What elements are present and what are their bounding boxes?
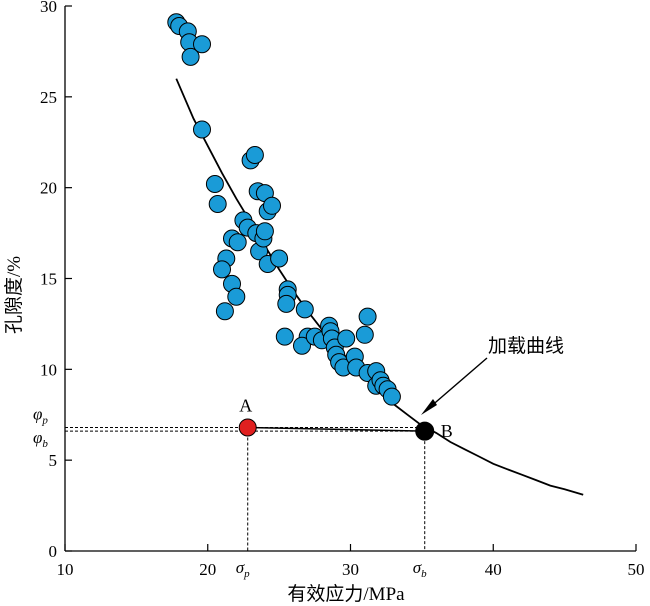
scatter-points bbox=[167, 13, 401, 406]
scatter-point bbox=[358, 307, 377, 326]
sigma-p-label: σp bbox=[236, 558, 250, 580]
point-a bbox=[238, 418, 257, 437]
y-tick-label: 20 bbox=[40, 179, 57, 198]
y-axis-title: 孔隙度/% bbox=[3, 256, 25, 334]
x-tick-label: 50 bbox=[628, 560, 645, 579]
sigma-b-label: σb bbox=[413, 558, 427, 580]
curve-label-arrowhead bbox=[421, 399, 437, 415]
point-b-label: B bbox=[441, 421, 453, 441]
y-tick-label: 25 bbox=[40, 88, 57, 107]
y-tick-label: 30 bbox=[40, 0, 57, 16]
scatter-point bbox=[337, 329, 356, 348]
curve-label: 加载曲线 bbox=[488, 335, 564, 357]
y-tick-label: 5 bbox=[49, 451, 58, 470]
scatter-point bbox=[181, 47, 200, 66]
scatter-point bbox=[270, 249, 289, 268]
scatter-point bbox=[193, 35, 211, 54]
scatter-point bbox=[275, 327, 294, 346]
scatter-point bbox=[215, 302, 234, 321]
scatter-point bbox=[295, 300, 314, 319]
scatter-point bbox=[293, 336, 311, 355]
scatter-point bbox=[227, 287, 246, 306]
scatter-point bbox=[263, 196, 281, 215]
scatter-point bbox=[355, 325, 374, 344]
y-tick-label: 15 bbox=[40, 270, 57, 289]
scatter-point bbox=[228, 233, 247, 252]
scatter-point bbox=[208, 195, 227, 213]
x-tick-label: 40 bbox=[485, 560, 502, 579]
x-tick-label: 20 bbox=[199, 560, 216, 579]
x-tick-label: 30 bbox=[342, 560, 359, 579]
scatter-point bbox=[382, 387, 401, 406]
y-tick-label: 0 bbox=[49, 542, 58, 561]
points-a-b: AB bbox=[238, 395, 453, 441]
axis-ticks: 10 20 30 40 50 0 5 10 15 20 25 30 bbox=[40, 0, 645, 579]
scatter-point bbox=[205, 175, 224, 193]
x-tick-label: 10 bbox=[57, 560, 74, 579]
phi-b-label: φb bbox=[33, 428, 48, 450]
y-tick-label: 10 bbox=[40, 360, 57, 379]
scatter-point bbox=[213, 260, 231, 279]
scatter-point bbox=[255, 222, 274, 241]
segment-ab bbox=[247, 426, 425, 432]
point-a-label: A bbox=[239, 395, 252, 415]
scatter-point bbox=[245, 146, 264, 164]
curve-label-arrow bbox=[428, 357, 488, 409]
scatter-point bbox=[277, 294, 296, 313]
phi-p-label: φp bbox=[33, 404, 48, 426]
scatter-point bbox=[193, 120, 211, 139]
x-axis-title: 有效应力/MPa bbox=[287, 583, 405, 605]
point-b bbox=[415, 421, 435, 441]
